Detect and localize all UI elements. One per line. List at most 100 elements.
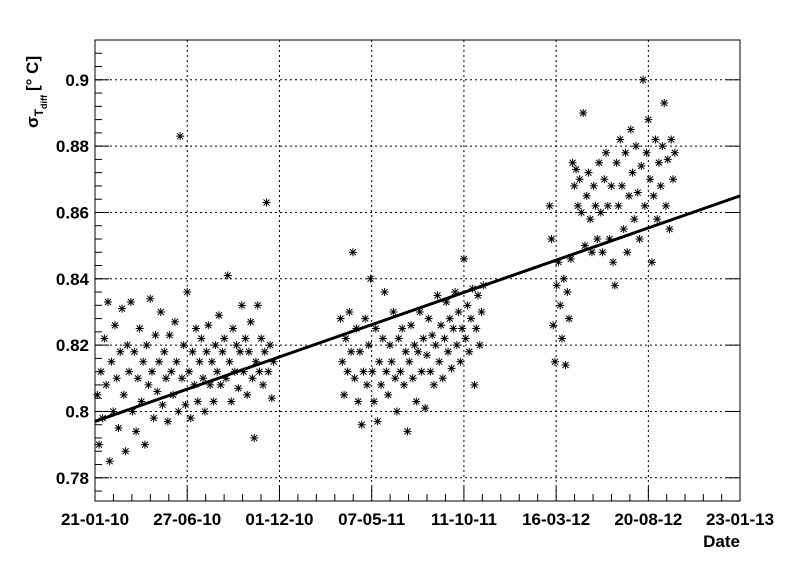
data-point	[343, 367, 352, 376]
data-point	[190, 380, 199, 389]
data-point	[575, 175, 584, 184]
data-point	[377, 380, 386, 389]
data-point	[220, 334, 229, 343]
data-point	[391, 374, 400, 383]
data-point	[341, 334, 350, 343]
data-point	[435, 357, 444, 366]
data-point	[589, 181, 598, 190]
data-point	[639, 75, 648, 84]
data-point	[628, 168, 637, 177]
data-point	[554, 258, 563, 267]
y-axis-title: σTdiff [° C]	[23, 56, 49, 128]
data-point	[407, 321, 416, 330]
data-point	[112, 374, 121, 383]
data-point	[621, 148, 630, 157]
data-point	[616, 135, 625, 144]
y-tick-label: 0.86	[56, 203, 89, 222]
data-point	[458, 324, 467, 333]
data-point	[603, 201, 612, 210]
data-point	[626, 125, 635, 134]
data-point	[442, 298, 451, 307]
data-point	[452, 341, 461, 350]
data-point	[144, 380, 153, 389]
data-point	[362, 380, 371, 389]
data-point	[463, 301, 472, 310]
data-point	[232, 341, 241, 350]
data-point	[398, 324, 407, 333]
data-point	[373, 417, 382, 426]
fit-line	[94, 194, 741, 423]
data-point	[642, 148, 651, 157]
data-point	[635, 234, 644, 243]
data-point	[125, 367, 134, 376]
data-point	[647, 258, 656, 267]
data-point	[361, 314, 370, 323]
data-point	[617, 181, 626, 190]
data-point	[255, 367, 264, 376]
data-point	[262, 198, 271, 207]
y-axis-title-subscript: T	[32, 108, 46, 116]
data-point	[385, 341, 394, 350]
data-point	[352, 324, 361, 333]
data-point	[133, 374, 142, 383]
data-point	[202, 347, 211, 356]
data-point	[93, 390, 102, 399]
data-point	[380, 288, 389, 297]
data-point	[266, 341, 275, 350]
data-point	[110, 321, 119, 330]
data-point	[269, 357, 278, 366]
data-point	[221, 374, 230, 383]
data-point	[368, 367, 377, 376]
data-point	[591, 201, 600, 210]
data-point	[123, 341, 132, 350]
data-point	[103, 298, 112, 307]
data-point	[408, 374, 417, 383]
data-point	[610, 281, 619, 290]
data-point	[640, 201, 649, 210]
data-point	[609, 258, 618, 267]
x-tick-label: 01-12-10	[245, 510, 313, 529]
data-point	[260, 347, 269, 356]
x-tick-label: 20-08-12	[614, 510, 682, 529]
data-point	[605, 234, 614, 243]
data-point	[595, 158, 604, 167]
data-point	[188, 347, 197, 356]
data-point	[174, 407, 183, 416]
data-point	[438, 374, 447, 383]
data-point	[216, 380, 225, 389]
data-point	[602, 148, 611, 157]
data-point	[223, 271, 232, 280]
data-point	[197, 334, 206, 343]
y-axis-title-symbol: σ	[23, 116, 42, 128]
data-point	[165, 331, 174, 340]
y-tick-label: 0.88	[56, 137, 89, 156]
data-point	[336, 314, 345, 323]
data-point	[340, 390, 349, 399]
data-point	[563, 288, 572, 297]
data-point	[559, 274, 568, 283]
data-point	[251, 357, 260, 366]
data-point	[207, 357, 216, 366]
data-point	[243, 390, 252, 399]
data-point	[239, 367, 248, 376]
data-point	[176, 132, 185, 141]
data-point	[181, 400, 190, 409]
data-point	[422, 351, 431, 360]
data-point	[396, 367, 405, 376]
fit-line-group	[94, 194, 741, 423]
data-point	[146, 294, 155, 303]
data-point	[389, 307, 398, 316]
data-point	[382, 367, 391, 376]
x-tick-label: 27-06-10	[153, 510, 221, 529]
data-point	[653, 215, 662, 224]
data-point	[204, 321, 213, 330]
data-point	[253, 301, 262, 310]
data-point	[633, 188, 642, 197]
data-point	[646, 175, 655, 184]
data-point	[158, 400, 167, 409]
data-point	[354, 397, 363, 406]
data-point	[371, 324, 380, 333]
data-point	[359, 367, 368, 376]
data-point	[614, 201, 623, 210]
data-point	[547, 234, 556, 243]
